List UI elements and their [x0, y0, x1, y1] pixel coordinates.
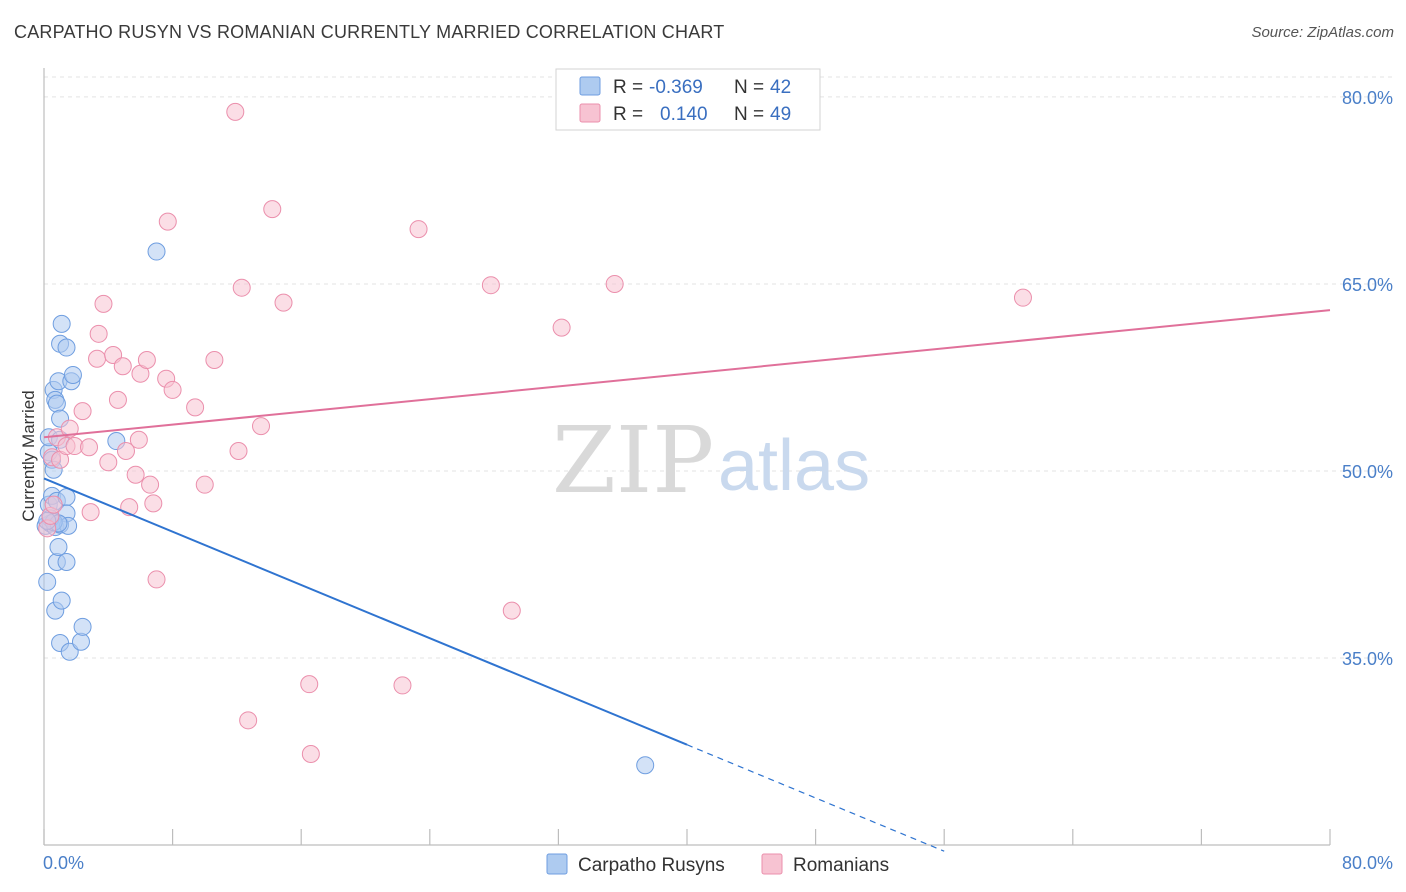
- romanian-point: [108, 390, 127, 409]
- romanian-point: [232, 278, 251, 297]
- romanian-point: [481, 276, 500, 295]
- x-tick-label-start: 0.0%: [43, 853, 84, 873]
- carpatho-rusyn-point: [57, 552, 76, 571]
- y-tick-label: 65.0%: [1342, 275, 1393, 295]
- romanian-point: [94, 294, 113, 313]
- romanian-point: [144, 494, 163, 513]
- carpatho-rusyn-point: [73, 617, 92, 636]
- romanian-point: [137, 351, 156, 370]
- romanian-point: [393, 676, 412, 695]
- carpatho-rusyn-point: [49, 538, 68, 557]
- romanian-point: [552, 318, 571, 337]
- carpatho-rusyn-point: [57, 338, 76, 357]
- carpatho-rusyn-trend-extension: [686, 744, 945, 852]
- romanian-point: [605, 274, 624, 293]
- legend-n-value-blue: 42: [770, 77, 791, 98]
- watermark-atlas: atlas: [718, 426, 870, 506]
- trend-layer: [43, 309, 1331, 852]
- romanian-point: [226, 102, 245, 121]
- romanian-point: [80, 438, 99, 457]
- romanian-point: [229, 442, 248, 461]
- carpatho-rusyn-point: [47, 394, 66, 413]
- romanian-point: [116, 442, 135, 461]
- romanian-point: [239, 711, 258, 730]
- carpatho-rusyn-point: [60, 642, 79, 661]
- carpatho-rusyn-point: [147, 242, 166, 261]
- points-layer: [36, 102, 1032, 775]
- romanian-point: [126, 465, 145, 484]
- romanian-point: [301, 744, 320, 763]
- carpatho-rusyn-point: [636, 756, 655, 775]
- carpatho-rusyn-trend-line: [43, 477, 688, 746]
- romanian-point: [300, 675, 319, 694]
- x-tick-label-end: 80.0%: [1342, 853, 1393, 873]
- romanian-point: [263, 200, 282, 219]
- romanian-point: [60, 419, 79, 438]
- watermark-zip: ZIP: [552, 407, 714, 514]
- carpatho-rusyn-point: [38, 572, 57, 591]
- y-tick-label: 35.0%: [1342, 649, 1393, 669]
- y-tick-label: 50.0%: [1342, 462, 1393, 482]
- carpatho-rusyn-point: [71, 632, 90, 651]
- y-tick-label: 80.0%: [1342, 88, 1393, 108]
- legend-r-value-blue: -0.369: [649, 77, 703, 98]
- romanian-point: [1013, 288, 1032, 307]
- carpatho-rusyn-point: [63, 365, 82, 384]
- chart-title: CARPATHO RUSYN VS ROMANIAN CURRENTLY MAR…: [14, 22, 725, 42]
- romanian-point: [186, 398, 205, 417]
- legend-swatch-blue: [579, 76, 601, 96]
- source-label: Source: ZipAtlas.com: [1251, 24, 1394, 41]
- bottom-legend-swatch-blue: [546, 853, 568, 875]
- bottom-legend-swatch-pink: [761, 853, 783, 875]
- romanian-point: [73, 402, 92, 421]
- grid-layer: [44, 76, 1394, 659]
- romanian-point: [147, 570, 166, 589]
- legend-n-label-pink: N =: [734, 104, 764, 125]
- legend-swatch-pink: [579, 103, 601, 123]
- bottom-legend-label-blue: Carpatho Rusyns: [578, 855, 725, 876]
- romanian-point: [195, 475, 214, 494]
- romanian-point: [89, 324, 108, 343]
- carpatho-rusyn-point: [52, 591, 71, 610]
- romanian-point: [252, 417, 271, 436]
- legend-n-value-pink: 49: [770, 104, 791, 125]
- romanian-trend-line: [43, 309, 1331, 439]
- romanian-point: [409, 220, 428, 239]
- romanian-point: [158, 212, 177, 231]
- carpatho-rusyn-point: [52, 314, 71, 333]
- romanian-point: [502, 601, 521, 620]
- romanian-point: [129, 430, 148, 449]
- romanian-point: [99, 453, 118, 472]
- romanian-point: [81, 503, 100, 522]
- bottom-legend-label-pink: Romanians: [793, 855, 889, 876]
- y-axis-label: Currently Married: [19, 390, 38, 521]
- romanian-point: [88, 349, 107, 368]
- romanian-point: [163, 380, 182, 399]
- legend-r-value-pink: 0.140: [660, 104, 708, 125]
- legend-r-label-blue: R =: [613, 77, 643, 98]
- legend-r-label-pink: R =: [613, 104, 643, 125]
- top-legend: R = -0.369 N = 42 R = 0.140 N = 49: [555, 68, 821, 131]
- romanian-point: [44, 495, 63, 514]
- romanian-point: [274, 293, 293, 312]
- legend-n-label-blue: N =: [734, 77, 764, 98]
- bottom-legend: Carpatho Rusyns Romanians: [546, 853, 889, 876]
- romanian-point: [141, 475, 160, 494]
- watermark: ZIP atlas: [552, 407, 870, 514]
- romanian-point: [205, 351, 224, 370]
- romanian-point: [113, 357, 132, 376]
